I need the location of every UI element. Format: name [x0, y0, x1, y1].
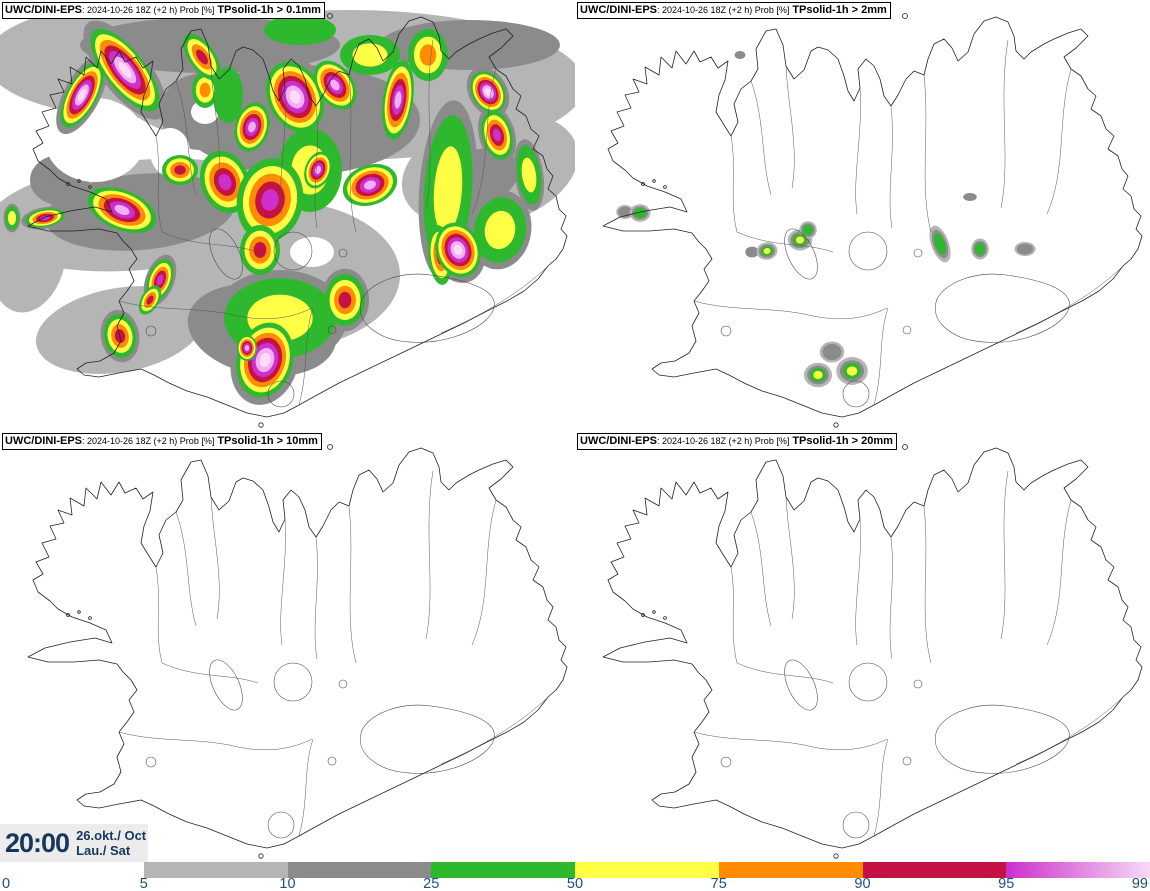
valid-time-box: 20:00 26.okt./ Oct Lau./ Sat	[0, 824, 148, 862]
colorbar-tick: 99	[1131, 876, 1148, 891]
colorbar	[0, 862, 1150, 878]
run-info: : 2024-10-26 18Z (+2 h) Prob [%]	[657, 436, 790, 446]
colorbar-segment	[718, 862, 863, 878]
panel-prob-gt-2mm: UWC/DINI-EPS: 2024-10-26 18Z (+2 h) Prob…	[575, 0, 1150, 431]
colorbar-ticks: 0 5 10 25 50 75 90 95 99	[0, 876, 1150, 891]
run-info: : 2024-10-26 18Z (+2 h) Prob [%]	[82, 5, 215, 15]
model-name: UWC/DINI-EPS	[580, 4, 657, 16]
colorbar-tick: 0	[2, 876, 11, 891]
valid-time: 20:00	[5, 827, 70, 858]
model-name: UWC/DINI-EPS	[5, 435, 82, 447]
run-info: : 2024-10-26 18Z (+2 h) Prob [%]	[82, 436, 215, 446]
colorbar-tick: 90	[854, 876, 871, 891]
model-name: UWC/DINI-EPS	[5, 4, 82, 16]
map-canvas-0	[0, 2, 575, 428]
panel-title: UWC/DINI-EPS: 2024-10-26 18Z (+2 h) Prob…	[2, 433, 322, 450]
colorbar-segment	[287, 862, 432, 878]
threshold-label: TPsolid-1h > 2mm	[792, 4, 887, 16]
probability-field-0.1mm	[0, 2, 575, 405]
colorbar-segment	[575, 862, 719, 878]
panel-title: UWC/DINI-EPS: 2024-10-26 18Z (+2 h) Prob…	[577, 2, 891, 19]
colorbar-tick: 10	[279, 876, 296, 891]
date-line-2: Lau./ Sat	[76, 843, 131, 858]
date-line-1: 26.okt./ Oct	[76, 828, 147, 843]
colorbar-segment	[1006, 862, 1150, 878]
colorbar-tick: 5	[139, 876, 148, 891]
panel-title: UWC/DINI-EPS: 2024-10-26 18Z (+2 h) Prob…	[577, 433, 897, 450]
panel-prob-gt-0.1mm: UWC/DINI-EPS: 2024-10-26 18Z (+2 h) Prob…	[0, 0, 575, 431]
colorbar-segment	[143, 862, 288, 878]
threshold-label: TPsolid-1h > 10mm	[217, 435, 318, 447]
model-name: UWC/DINI-EPS	[580, 435, 657, 447]
valid-date: 26.okt./ Oct Lau./ Sat	[76, 828, 146, 858]
colorbar-segment	[862, 862, 1007, 878]
colorbar-segment	[0, 862, 144, 878]
colorbar-tick: 50	[566, 876, 584, 891]
colorbar-tick: 95	[998, 876, 1015, 891]
panel-title: UWC/DINI-EPS: 2024-10-26 18Z (+2 h) Prob…	[2, 2, 325, 19]
panel-prob-gt-20mm: UWC/DINI-EPS: 2024-10-26 18Z (+2 h) Prob…	[575, 431, 1150, 862]
panel-prob-gt-10mm: UWC/DINI-EPS: 2024-10-26 18Z (+2 h) Prob…	[0, 431, 575, 862]
run-info: : 2024-10-26 18Z (+2 h) Prob [%]	[657, 5, 790, 15]
threshold-label: TPsolid-1h > 20mm	[792, 435, 893, 447]
map-canvas-2	[27, 444, 568, 859]
colorbar-segment	[431, 862, 575, 878]
map-canvas-1	[602, 13, 1143, 428]
probability-field-2mm	[616, 50, 1036, 388]
colorbar-tick: 25	[423, 876, 440, 891]
threshold-label: TPsolid-1h > 0.1mm	[217, 4, 321, 16]
colorbar-tick: 75	[710, 876, 727, 891]
map-canvas-3	[602, 444, 1143, 859]
